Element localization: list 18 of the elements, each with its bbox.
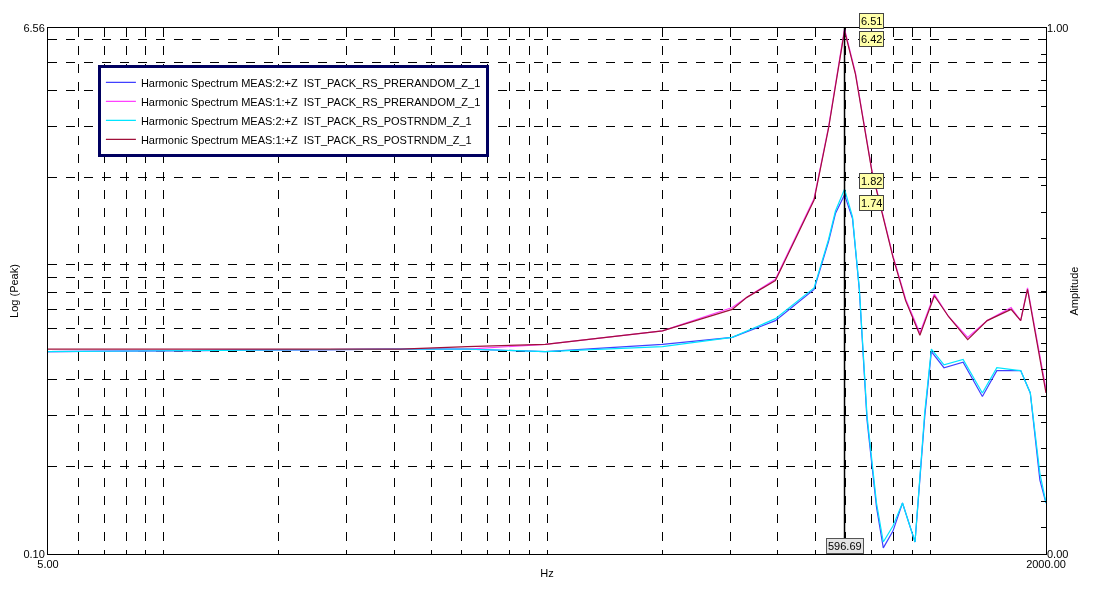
x-tick-label: 5.00 [37, 558, 59, 571]
x-tick-label: 2000.00 [1026, 558, 1066, 571]
ref-line-label: 596.69 [828, 540, 862, 552]
data-label: 1.74 [861, 197, 883, 209]
y2-tick-label: 1.00 [1047, 21, 1069, 34]
legend-label: Harmonic Spectrum MEAS:2:+Z IST_PACK_RS_PRERANDOM_Z_1 [140, 76, 481, 89]
legend-label: Harmonic Spectrum MEAS:1:+Z IST_PACK_RS_POSTRNDM_Z_1 [140, 133, 472, 146]
data-label: 6.51 [861, 15, 883, 27]
y2-axis-title: Amplitude [1067, 266, 1080, 316]
y-tick-label: 6.56 [23, 21, 45, 34]
y-tick-label: 0.10 [23, 547, 45, 560]
legend-label: Harmonic Spectrum MEAS:2:+Z IST_PACK_RS_POSTRNDM_Z_1 [140, 114, 472, 127]
data-label: 1.82 [861, 175, 883, 187]
x-axis-title: Hz [540, 567, 554, 580]
legend-label: Harmonic Spectrum MEAS:1:+Z IST_PACK_RS_PRERANDOM_Z_1 [140, 95, 481, 108]
data-label: 6.42 [861, 33, 883, 45]
y2-tick-label: 0.00 [1047, 547, 1069, 560]
y-axis-title: Log (Peak) [8, 264, 21, 318]
